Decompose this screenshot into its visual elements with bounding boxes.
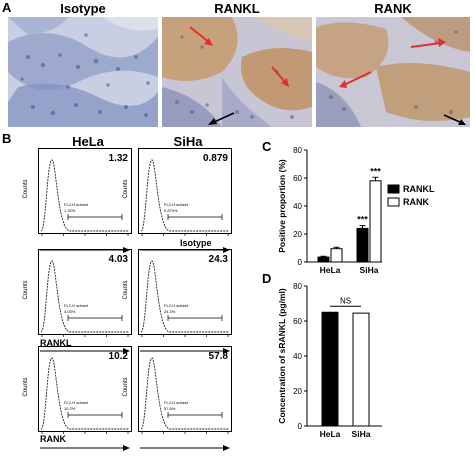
column-title-hela: HeLa [72, 134, 104, 149]
significance-label: NS [340, 296, 351, 305]
gate-label: FL2-H subset [164, 303, 189, 308]
bar-rank [369, 180, 382, 263]
gate-label: FL2-H subset [164, 400, 189, 405]
x-tick-label: HeLa [320, 265, 341, 275]
y-tick-label: 20 [293, 387, 302, 396]
histogram-curve [40, 159, 129, 232]
histogram-value: 10.2 [109, 351, 129, 362]
gate-label: FL2-H subset [64, 303, 89, 308]
histogram-value: 4.03 [109, 254, 129, 265]
bar-rankl [356, 227, 369, 263]
y-tick-label: 80 [293, 146, 302, 155]
y-tick-label: 40 [293, 202, 302, 211]
significance-marker: *** [357, 215, 368, 225]
histogram-y-label: Counts [23, 179, 29, 199]
histogram-siha-rank: FL2-H subset 57.8% 57.8 [138, 346, 232, 445]
micro-title-rankl: RANKL [214, 1, 260, 16]
y-tick-label: 40 [293, 352, 302, 361]
histogram-x-arrow [40, 341, 130, 359]
gate-percent: 10.2% [64, 406, 76, 411]
chart-c: 0 20 40 60 80 Positive proportion (%) HeLa SiHa… [262, 140, 474, 275]
micrograph-isotype [8, 17, 158, 127]
panel-d-letter: D [262, 271, 272, 286]
histogram-value: 57.8 [209, 351, 229, 362]
histogram-value: 0.879 [203, 153, 228, 164]
panel-a-letter: A [2, 0, 12, 15]
row-label-rankl: RANKL [40, 338, 72, 348]
gate-percent: 0.879% [164, 208, 178, 213]
histogram-y-label: Counts [123, 179, 129, 199]
arrow-head [123, 445, 130, 451]
column-title-siha: SiHa [173, 134, 203, 149]
histogram-hela-rankl: FL2-H subset 4.03% 4.03 [38, 249, 132, 348]
gate-percent: 57.8% [164, 406, 176, 411]
y-tick-label: 80 [293, 282, 302, 291]
histogram-curve [140, 159, 229, 232]
gate-label: FL2-H subset [164, 202, 189, 207]
y-tick-label: 60 [293, 317, 302, 326]
micrograph-rankl [162, 17, 312, 127]
gate-percent: 4.03% [64, 309, 76, 314]
x-tick-label: SiHa [352, 429, 371, 439]
x-tick-label: SiHa [360, 265, 379, 275]
legend-swatch-rankl [387, 184, 400, 194]
x-tick-label: HeLa [320, 429, 341, 439]
histogram-curve [140, 357, 229, 430]
legend-swatch-rank [387, 197, 400, 207]
y-axis-label: Concentration of sRANKL (pg/ml) [277, 288, 287, 424]
legend-label-rank: RANK [403, 197, 429, 207]
histogram-curve [140, 260, 229, 333]
bar-rankl [317, 256, 330, 263]
bar-rank [330, 248, 343, 263]
chart-d: 0 20 40 60 80 Concentration of sRANKL (pg/ml)… [262, 272, 474, 444]
micrograph-rank [316, 17, 470, 127]
panel-b-letter: B [2, 131, 12, 146]
panel-c-letter: C [262, 139, 272, 154]
gate-percent: 1.32% [64, 208, 76, 213]
significance-marker: *** [370, 166, 381, 176]
bar-hela [321, 311, 339, 427]
histogram-hela-rank: FL2-H subset 10.2% 10.2 [38, 346, 132, 445]
histogram-value: 24.3 [209, 254, 229, 265]
histogram-y-label: Counts [23, 377, 29, 397]
legend-label-rankl: RANKL [403, 184, 435, 194]
gate-label: FL2-H subset [64, 202, 89, 207]
histogram-siha-rankl: FL2-H subset 24.3% 24.3 [138, 249, 232, 348]
arrow-head [223, 348, 230, 354]
micro-title-isotype: Isotype [60, 1, 106, 16]
histogram-siha-isotype: FL2-H subset 0.879% 0.879 [138, 148, 232, 247]
micro-title-rank: RANK [374, 1, 412, 16]
gate-label: FL2-H subset [64, 400, 89, 405]
y-tick-label: 60 [293, 174, 302, 183]
histogram-y-label: Counts [123, 377, 129, 397]
histogram-y-label: Counts [123, 280, 129, 300]
histogram-y-label: Counts [23, 280, 29, 300]
bar-siha [352, 312, 370, 427]
row-label-rank: RANK [40, 434, 66, 444]
histogram-x-arrow [140, 341, 230, 359]
y-tick-label: 0 [298, 258, 303, 267]
gate-percent: 24.3% [164, 309, 176, 314]
histogram-curve [40, 357, 129, 430]
y-tick-label: 20 [293, 230, 302, 239]
y-axis-label: Positive proportion (%) [277, 159, 287, 253]
arrow-head [123, 348, 130, 354]
histogram-hela-isotype: FL2-H subset 1.32% 1.32 [38, 148, 132, 247]
row-label-isotype: Isotype [180, 238, 212, 248]
histogram-value: 1.32 [109, 153, 129, 164]
histogram-curve [40, 260, 129, 333]
arrow-head [223, 445, 230, 451]
y-tick-label: 0 [298, 422, 303, 431]
histogram-x-arrow [140, 438, 230, 456]
